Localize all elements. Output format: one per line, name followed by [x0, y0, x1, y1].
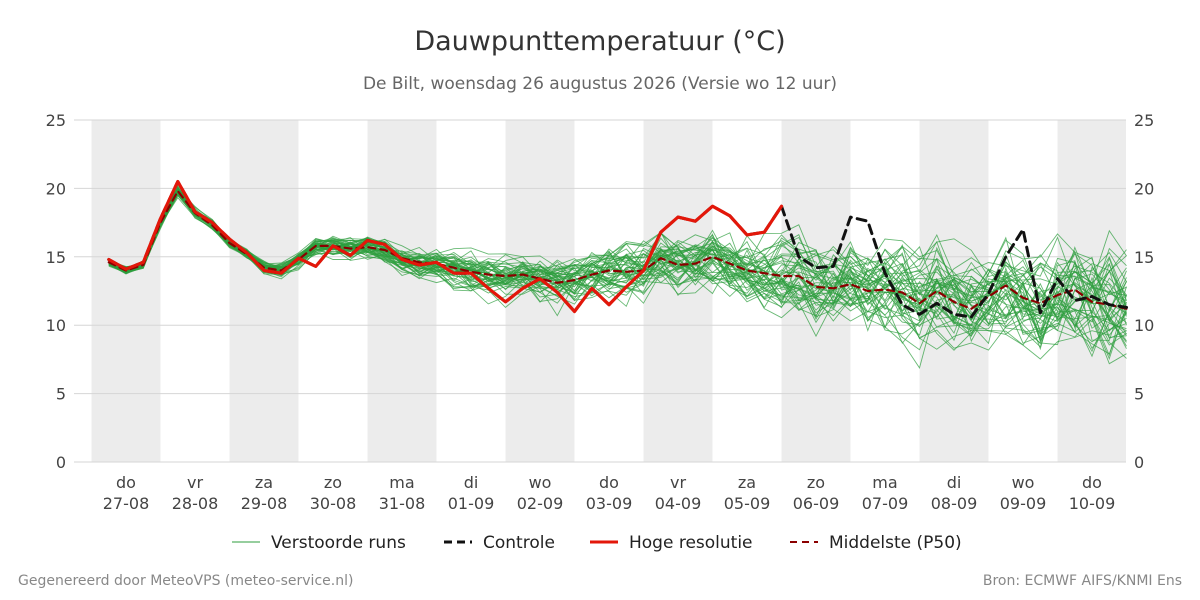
series-line-hoge-resolutie [107, 180, 784, 314]
x-tick-date: 31-08 [379, 494, 426, 513]
y-tick-label: 25 [46, 111, 66, 130]
series-line-middelste-p50 [107, 190, 1128, 310]
y-axis-right: 0 5 10 15 20 25 [1134, 111, 1154, 472]
x-tick-day: vr [187, 473, 203, 492]
y-tick-label: 10 [1134, 316, 1154, 335]
x-tick-date: 06-09 [793, 494, 840, 513]
x-tick-date: 03-09 [586, 494, 633, 513]
x-tick-day: wo [1012, 473, 1035, 492]
x-tick-date: 28-08 [172, 494, 219, 513]
ensemble-member-line [108, 192, 1127, 335]
legend-label: Controle [483, 533, 555, 553]
footer-source: Bron: ECMWF AIFS/KNMI Ens [983, 573, 1182, 589]
x-tick-day: do [599, 473, 619, 492]
chart-subtitle: De Bilt, woensdag 26 augustus 2026 (Vers… [363, 74, 837, 94]
legend-item-control: Controle [444, 533, 555, 553]
day-band [643, 120, 713, 462]
x-tick-date: 02-09 [517, 494, 564, 513]
x-tick-date: 29-08 [241, 494, 288, 513]
y-tick-label: 0 [56, 453, 66, 472]
legend-label: Middelste (P50) [829, 533, 962, 553]
x-tick-day: do [1082, 473, 1102, 492]
day-band [229, 120, 299, 462]
ensemble-member-line [108, 194, 1127, 342]
ensemble-member-line [108, 190, 1127, 350]
x-tick-day: vr [670, 473, 686, 492]
y-tick-label: 20 [1134, 179, 1154, 198]
x-tick-day: wo [529, 473, 552, 492]
x-tick-day: di [464, 473, 479, 492]
x-tick-day: ma [872, 473, 897, 492]
x-tick-day: ma [389, 473, 414, 492]
x-tick-date: 09-09 [1000, 494, 1047, 513]
day-band [367, 120, 437, 462]
day-band [505, 120, 575, 462]
x-tick-date: 27-08 [103, 494, 150, 513]
x-tick-day: za [738, 473, 756, 492]
y-tick-label: 10 [46, 316, 66, 335]
x-tick-date: 07-09 [862, 494, 909, 513]
chart-title: Dauwpunttemperatuur (°C) [414, 26, 785, 57]
y-tick-label: 20 [46, 179, 66, 198]
legend-item-p50: Middelste (P50) [790, 533, 962, 553]
legend: Verstoorde runs Controle Hoge resolutie … [232, 533, 962, 553]
legend-item-hires: Hoge resolutie [590, 533, 753, 553]
x-tick-day: zo [807, 473, 825, 492]
y-tick-label: 5 [56, 385, 66, 404]
legend-item-ensemble: Verstoorde runs [232, 533, 406, 553]
y-tick-label: 15 [46, 248, 66, 267]
footer-generator: Gegenereerd door MeteoVPS (meteo-service… [18, 573, 353, 589]
x-axis: do 27-08 vr 28-08 za 29-08 zo 30-08 ma 31-08 di 01-… [103, 473, 1116, 513]
x-tick-date: 05-09 [724, 494, 771, 513]
x-tick-day: di [947, 473, 962, 492]
x-tick-day: zo [324, 473, 342, 492]
x-tick-date: 01-09 [448, 494, 495, 513]
y-tick-label: 5 [1134, 385, 1144, 404]
x-tick-day: do [116, 473, 136, 492]
y-tick-label: 25 [1134, 111, 1154, 130]
x-tick-date: 30-08 [310, 494, 357, 513]
y-tick-label: 15 [1134, 248, 1154, 267]
ensemble-member-line [108, 196, 1127, 357]
day-band [91, 120, 161, 462]
legend-label: Verstoorde runs [271, 533, 406, 553]
legend-label: Hoge resolutie [629, 533, 753, 553]
x-tick-date: 08-09 [931, 494, 978, 513]
x-tick-date: 04-09 [655, 494, 702, 513]
main-series-lines [107, 180, 1128, 319]
y-axis-left: 0 5 10 15 20 25 [46, 111, 66, 472]
x-tick-date: 10-09 [1069, 494, 1116, 513]
x-tick-day: za [255, 473, 273, 492]
y-tick-label: 0 [1134, 453, 1144, 472]
ensemble-member-line [108, 190, 1127, 339]
